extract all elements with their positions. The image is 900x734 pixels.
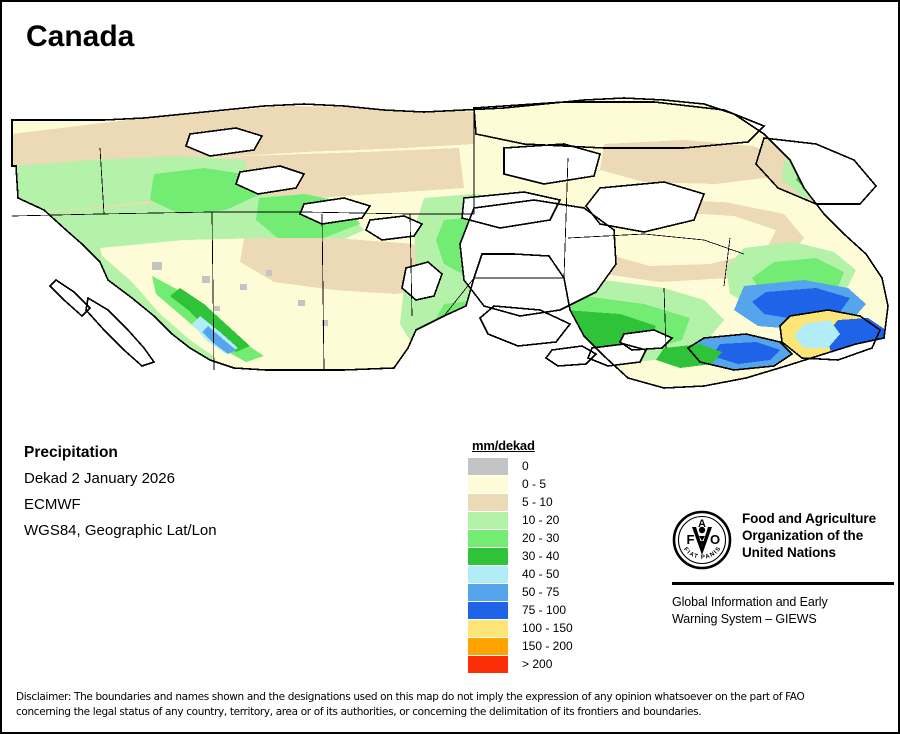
fao-logo-icon: F O FIAT PANIS A: [672, 510, 732, 570]
legend-label: 75 - 100: [522, 603, 567, 617]
info-period: Dekad 2 January 2026: [24, 470, 175, 487]
legend-swatch: [468, 475, 508, 493]
legend-label: 150 - 200: [522, 639, 573, 653]
legend-item: 150 - 200: [468, 637, 618, 655]
legend-swatch: [468, 637, 508, 655]
legend-label: 10 - 20: [522, 513, 560, 527]
fao-org-line-1: Food and Agriculture: [742, 511, 876, 526]
giews-line-1: Global Information and Early: [672, 595, 828, 609]
legend-label: 20 - 30: [522, 531, 560, 545]
svg-text:A: A: [698, 518, 706, 530]
info-source: ECMWF: [24, 496, 81, 513]
legend-item: > 200: [468, 655, 618, 673]
giews-program-name: Global Information and Early Warning Sys…: [672, 594, 898, 628]
legend-label: > 200: [522, 657, 553, 671]
legend-swatch: [468, 511, 508, 529]
legend-item: 0: [468, 457, 618, 475]
legend-swatch: [468, 601, 508, 619]
province-boundary-layer: [11, 110, 745, 371]
legend-title: mm/dekad: [472, 438, 535, 453]
svg-text:O: O: [710, 532, 720, 547]
fao-divider: [672, 582, 894, 585]
info-projection: WGS84, Geographic Lat/Lon: [24, 522, 217, 539]
legend-label: 100 - 150: [522, 621, 573, 635]
legend-label: 30 - 40: [522, 549, 560, 563]
legend-item: 20 - 30: [468, 529, 618, 547]
legend-item: 50 - 75: [468, 583, 618, 601]
legend-item: 100 - 150: [468, 619, 618, 637]
disclaimer-line-1: Disclaimer: The boundaries and names sho…: [16, 691, 805, 703]
legend-swatch: [468, 547, 508, 565]
disclaimer-line-2: concerning the legal status of any count…: [16, 705, 702, 718]
legend-swatch: [468, 457, 508, 475]
legend-swatch: [468, 655, 508, 673]
legend-swatch: [468, 493, 508, 511]
legend-item: 40 - 50: [468, 565, 618, 583]
legend-label: 50 - 75: [522, 585, 560, 599]
legend-item: 30 - 40: [468, 547, 618, 565]
giews-line-2: Warning System – GIEWS: [672, 612, 817, 626]
info-heading: Precipitation: [24, 444, 118, 461]
fao-org-line-3: United Nations: [742, 545, 836, 560]
legend-swatch: [468, 583, 508, 601]
map-legend: mm/dekad 0 0 - 5 5 - 10 10 - 20 20 - 30 30 - …: [468, 438, 618, 673]
map-info-block: Precipitation Dekad 2 January 2026 ECMWF…: [24, 440, 444, 544]
legend-swatch: [468, 619, 508, 637]
legend-item: 75 - 100: [468, 601, 618, 619]
disclaimer: Disclaimer: The boundaries and names sho…: [16, 690, 886, 719]
legend-rows: 0 0 - 5 5 - 10 10 - 20 20 - 30 30 - 40 40 - 50…: [468, 457, 618, 673]
legend-item: 0 - 5: [468, 475, 618, 493]
legend-swatch: [468, 565, 508, 583]
fao-branding-block: F O FIAT PANIS A Food and Agriculture Or…: [672, 510, 898, 628]
legend-item: 10 - 20: [468, 511, 618, 529]
fao-organization-name: Food and Agriculture Organization of the…: [742, 510, 876, 561]
legend-item: 5 - 10: [468, 493, 618, 511]
svg-text:F: F: [687, 532, 695, 547]
map-raster: [4, 48, 898, 398]
legend-label: 5 - 10: [522, 495, 553, 509]
legend-swatch: [468, 529, 508, 547]
legend-label: 40 - 50: [522, 567, 560, 581]
coastline-layer: [11, 97, 889, 389]
legend-label: 0 - 5: [522, 477, 547, 491]
legend-label: 0: [522, 459, 529, 473]
fao-org-line-2: Organization of the: [742, 528, 864, 543]
precipitation-map[interactable]: [4, 48, 898, 398]
page-title: Canada: [26, 20, 135, 53]
